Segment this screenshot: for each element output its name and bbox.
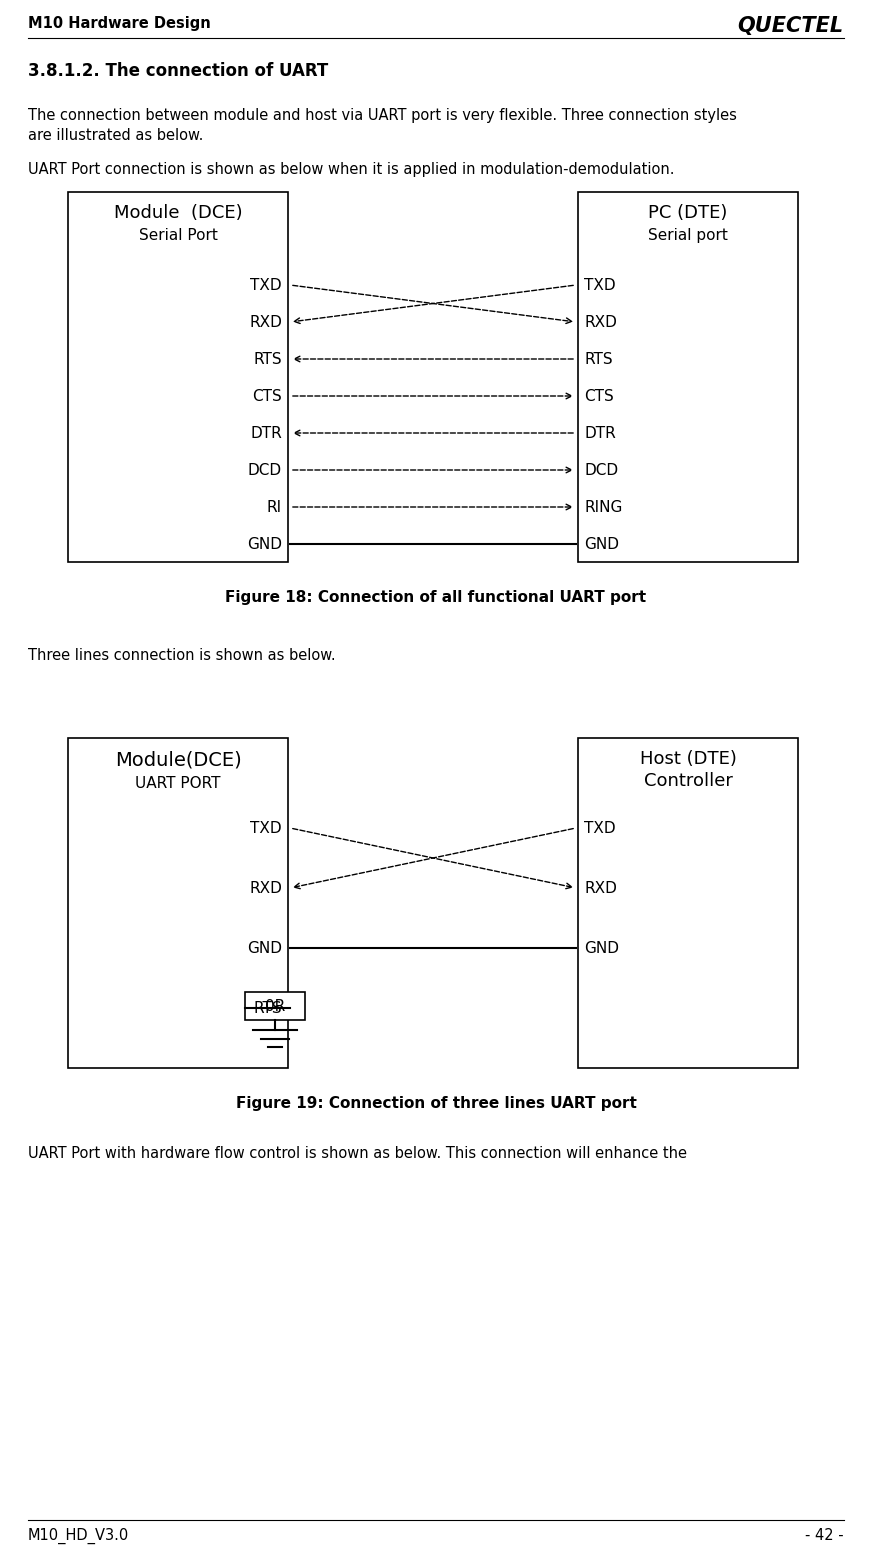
Text: RTS: RTS xyxy=(254,1001,282,1016)
Text: RXD: RXD xyxy=(584,314,617,330)
Bar xyxy=(245,993,305,1021)
Text: Host (DTE): Host (DTE) xyxy=(639,750,737,769)
Text: M10 Hardware Design: M10 Hardware Design xyxy=(28,16,211,31)
Text: TXD: TXD xyxy=(584,277,616,293)
Text: - 42 -: - 42 - xyxy=(806,1528,844,1544)
Text: TXD: TXD xyxy=(250,277,282,293)
Text: CTS: CTS xyxy=(252,389,282,403)
Text: GND: GND xyxy=(247,537,282,551)
Text: DCD: DCD xyxy=(248,462,282,478)
Bar xyxy=(578,738,798,1067)
Text: RXD: RXD xyxy=(249,314,282,330)
Text: Controller: Controller xyxy=(644,772,732,790)
Text: RTS: RTS xyxy=(254,352,282,367)
Text: Serial Port: Serial Port xyxy=(139,229,217,243)
Text: UART Port connection is shown as below when it is applied in modulation-demodula: UART Port connection is shown as below w… xyxy=(28,162,675,177)
Text: CTS: CTS xyxy=(584,389,614,403)
Text: DCD: DCD xyxy=(584,462,618,478)
Text: 0R: 0R xyxy=(265,999,285,1013)
Text: GND: GND xyxy=(584,940,619,955)
Text: Figure 18: Connection of all functional UART port: Figure 18: Connection of all functional … xyxy=(226,590,646,605)
Text: TXD: TXD xyxy=(250,820,282,836)
Text: Serial port: Serial port xyxy=(648,229,728,243)
Text: RI: RI xyxy=(267,499,282,515)
Text: DTR: DTR xyxy=(250,425,282,440)
Text: RXD: RXD xyxy=(249,881,282,896)
Bar xyxy=(68,191,288,562)
Text: UART PORT: UART PORT xyxy=(135,776,221,790)
Text: DTR: DTR xyxy=(584,425,616,440)
Text: GND: GND xyxy=(584,537,619,551)
Text: M10_HD_V3.0: M10_HD_V3.0 xyxy=(28,1528,129,1544)
Text: Module(DCE): Module(DCE) xyxy=(114,750,242,769)
Text: UART Port with hardware flow control is shown as below. This connection will enh: UART Port with hardware flow control is … xyxy=(28,1147,687,1161)
Text: are illustrated as below.: are illustrated as below. xyxy=(28,128,203,143)
Text: Module  (DCE): Module (DCE) xyxy=(113,204,242,223)
Text: Three lines connection is shown as below.: Three lines connection is shown as below… xyxy=(28,647,336,663)
Text: RING: RING xyxy=(584,499,623,515)
Text: 3.8.1.2. The connection of UART: 3.8.1.2. The connection of UART xyxy=(28,62,328,79)
Text: Figure 19: Connection of three lines UART port: Figure 19: Connection of three lines UAR… xyxy=(235,1095,637,1111)
Text: RTS: RTS xyxy=(584,352,613,367)
Text: TXD: TXD xyxy=(584,820,616,836)
Text: GND: GND xyxy=(247,940,282,955)
Bar xyxy=(578,191,798,562)
Bar xyxy=(68,738,288,1067)
Text: RXD: RXD xyxy=(584,881,617,896)
Text: The connection between module and host via UART port is very flexible. Three con: The connection between module and host v… xyxy=(28,107,737,123)
Text: QUECTEL: QUECTEL xyxy=(737,16,843,36)
Text: PC (DTE): PC (DTE) xyxy=(648,204,728,223)
